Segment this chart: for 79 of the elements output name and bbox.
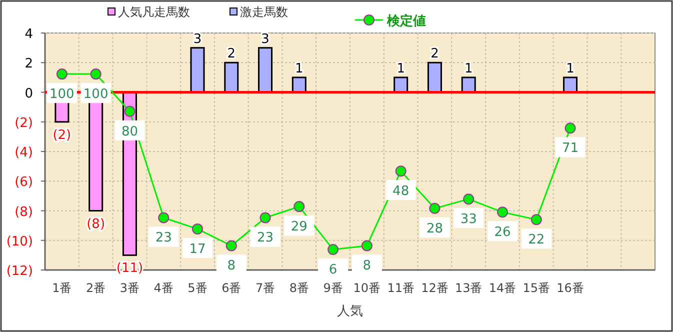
point: [564, 122, 576, 134]
x-tick-label: 8番: [289, 281, 309, 295]
y-tick-label: (2): [14, 116, 33, 131]
x-tick-label: 15番: [522, 281, 550, 295]
data-label: 1: [566, 61, 574, 76]
x-tick-label: 9番: [323, 281, 343, 295]
data-label: 80: [121, 124, 138, 140]
point: [395, 166, 406, 177]
point: [463, 194, 474, 205]
point: [328, 244, 339, 255]
point: [158, 212, 170, 224]
y-tick-label: (12): [6, 264, 33, 279]
data-label: 23: [155, 230, 172, 246]
data-label: 3: [193, 32, 202, 47]
data-label: 71: [562, 141, 579, 156]
point: [124, 106, 136, 117]
data-label: 22: [528, 232, 545, 248]
data-label: 2: [430, 46, 439, 62]
x-tick-label: 7番: [255, 281, 276, 295]
bar: [394, 76, 408, 93]
x-tick-label: 6番: [222, 281, 242, 295]
data-label: 100: [83, 87, 108, 102]
point: [192, 223, 203, 234]
data-label: 28: [426, 221, 443, 236]
y-tick-label: 4: [24, 27, 33, 42]
y-tick-label: (4): [14, 146, 33, 160]
data-label: 1: [464, 61, 473, 76]
y-tick-label: (10): [6, 234, 33, 250]
data-label: 33: [460, 212, 477, 228]
y-tick-label: (6): [14, 175, 33, 190]
x-tick-label: 4番: [154, 281, 174, 295]
point: [56, 68, 68, 80]
data-label: 2: [227, 46, 236, 62]
y-tick-label: 2: [24, 56, 33, 72]
y-tick-label: 0: [24, 86, 33, 102]
data-label: 17: [189, 242, 206, 257]
x-tick-label: 10番: [353, 281, 381, 295]
x-tick-label: 12番: [421, 281, 448, 295]
bar: [563, 76, 578, 93]
data-label: (2): [52, 128, 72, 143]
point: [361, 240, 372, 252]
bar: [461, 76, 476, 93]
data-label: 29: [290, 220, 308, 235]
point: [260, 212, 271, 224]
point: [90, 68, 102, 80]
bar: [258, 47, 273, 93]
legend-label: 人気凡走馬数: [118, 5, 190, 19]
bar: [427, 62, 442, 93]
y-tick-label: (8): [14, 204, 33, 220]
point: [294, 201, 305, 212]
data-label: 6: [328, 262, 338, 278]
data-label: 26: [494, 225, 511, 240]
bar: [292, 76, 306, 93]
legend-label: 検定値: [386, 13, 426, 29]
data-label: 48: [392, 184, 410, 200]
data-label: (8): [86, 216, 106, 232]
data-label: 23: [257, 230, 274, 246]
x-tick-label: 16番: [556, 281, 584, 295]
x-tick-label: 3番: [120, 281, 140, 295]
point: [530, 214, 542, 226]
bar: [224, 62, 239, 93]
point: [429, 202, 440, 214]
point: [226, 240, 237, 252]
data-label: 1: [295, 61, 304, 76]
data-label: 1: [396, 61, 405, 76]
bar: [190, 47, 205, 93]
x-tick-label: 14番: [488, 281, 516, 295]
data-label: 100: [50, 87, 74, 102]
x-axis-title: 人気: [337, 304, 363, 319]
data-label: 3: [261, 32, 270, 47]
point: [497, 206, 508, 218]
x-tick-label: 1番: [52, 281, 72, 295]
legend-label: 激走馬数: [240, 5, 288, 19]
x-tick-label: 11番: [387, 281, 414, 295]
data-label: 8: [362, 258, 372, 274]
data-label: 8: [227, 258, 236, 274]
x-tick-label: 5番: [188, 281, 208, 295]
x-tick-label: 2番: [86, 281, 106, 295]
x-tick-label: 13番: [454, 281, 482, 295]
